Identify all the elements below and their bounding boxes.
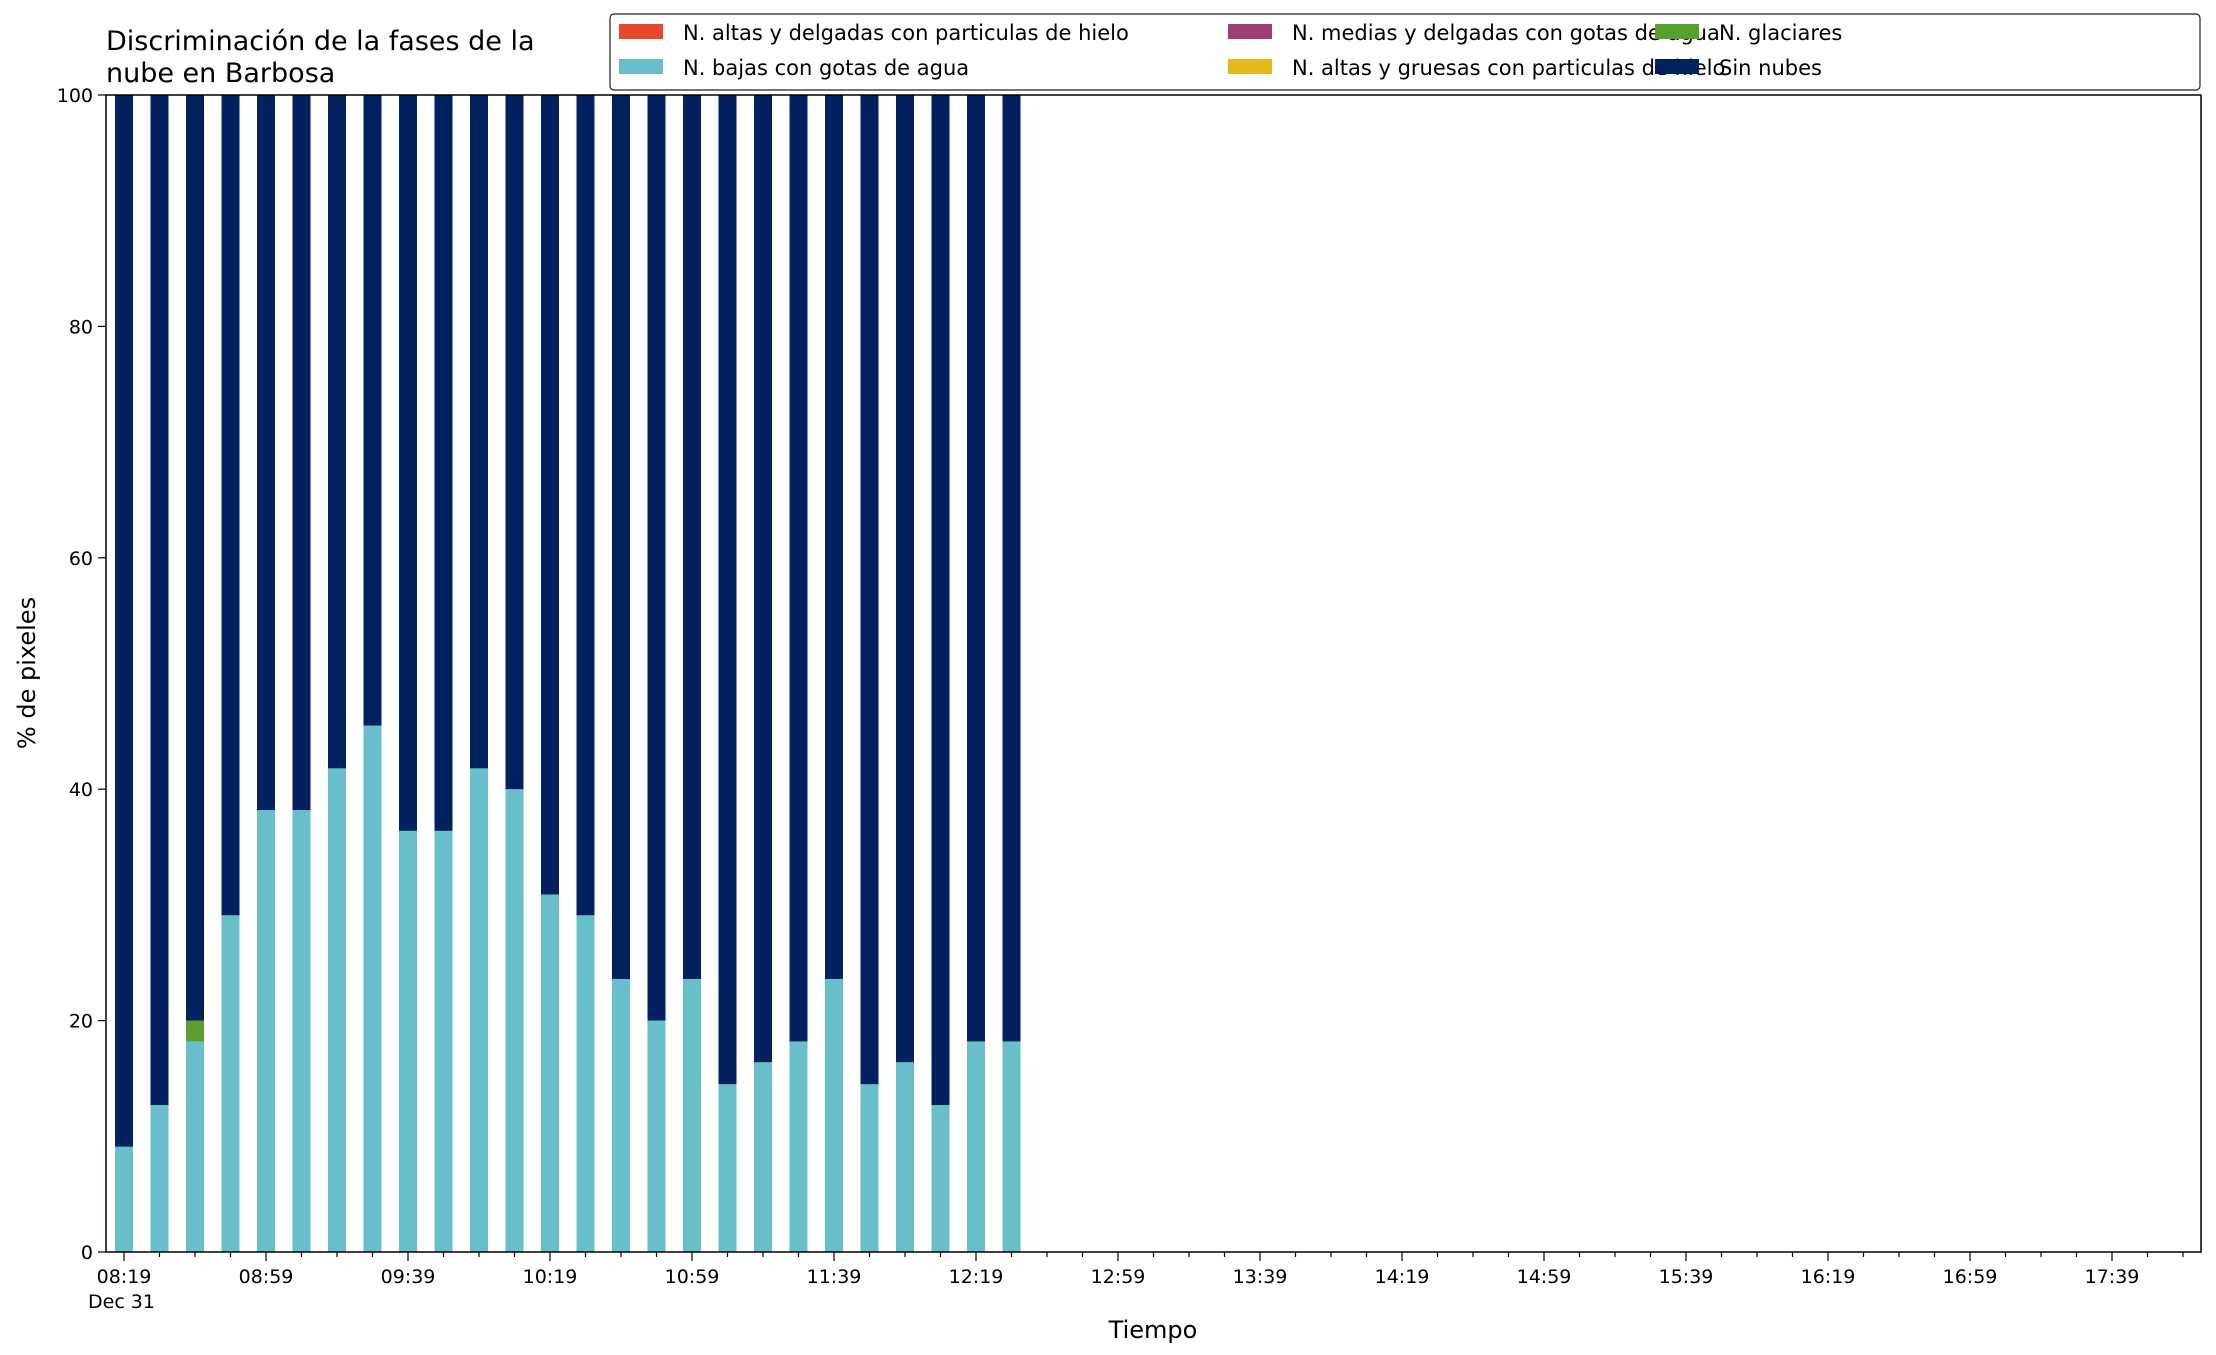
bar-segment [470, 768, 488, 1252]
bar-segment [150, 95, 169, 1106]
bar-segment [683, 95, 701, 979]
bar-segment [931, 1105, 950, 1252]
y-tick-label: 60 [69, 548, 93, 570]
bar-segment [399, 830, 417, 1252]
y-tick-label: 100 [57, 85, 93, 107]
x-tick-label: 09:39 [381, 1266, 436, 1288]
bar-segment [470, 95, 488, 769]
x-date-label: Dec 31 [88, 1291, 155, 1313]
x-tick-label: 14:59 [1517, 1266, 1572, 1288]
bar-segment [115, 95, 133, 1147]
x-tick-label: 10:19 [523, 1266, 578, 1288]
bar-segment [683, 978, 701, 1252]
bar-segment [221, 95, 240, 916]
bar-segment [541, 894, 559, 1252]
legend-frame [609, 13, 2201, 91]
bar-segment [860, 1084, 879, 1252]
legend-swatch [1655, 59, 1699, 74]
y-axis-ticks: 0 20 40 60 80 100 [57, 85, 106, 1264]
bar-segment [292, 95, 311, 811]
x-tick-label: 16:19 [1801, 1266, 1856, 1288]
x-tick-label: 08:19 [97, 1266, 152, 1288]
x-tick-label: 13:39 [1233, 1266, 1288, 1288]
legend-label: Sin nubes [1719, 56, 1822, 80]
x-tick-label: 12:19 [949, 1266, 1004, 1288]
x-tick-label: 10:59 [665, 1266, 720, 1288]
legend-label: N. glaciares [1719, 21, 1842, 45]
legend: N. altas y delgadas con particulas de hi… [609, 13, 2201, 91]
bar-segment [434, 95, 453, 831]
bar-segment [186, 1020, 204, 1042]
bar-segment [434, 830, 453, 1252]
x-tick-label: 08:59 [239, 1266, 294, 1288]
x-tick-label: 12:59 [1091, 1266, 1146, 1288]
bar-segment [967, 95, 985, 1042]
bar-segment [860, 95, 879, 1085]
bar-segment [221, 915, 240, 1252]
y-axis-label: % de pixeles [13, 597, 41, 749]
bar-segment [328, 95, 346, 769]
bar-segment [825, 978, 843, 1252]
bar-segment [328, 768, 346, 1252]
y-tick-label: 80 [69, 316, 93, 338]
bar-segment [257, 95, 275, 811]
bar-segment [505, 789, 524, 1252]
bar-segment [186, 1041, 204, 1252]
legend-label: N. bajas con gotas de agua [683, 56, 969, 80]
x-tick-label: 16:59 [1943, 1266, 1998, 1288]
x-tick-label: 11:39 [807, 1266, 862, 1288]
bar-segment [115, 1146, 133, 1252]
chart-title-line-1: Discriminación de la fases de la [106, 26, 535, 57]
bar-segment [612, 95, 630, 979]
bar-segment [363, 725, 382, 1252]
plot-frame [105, 94, 2202, 1253]
bar-segment [647, 95, 666, 1021]
bars-group [115, 95, 1021, 1252]
bar-segment [789, 95, 808, 1042]
bar-segment [1002, 95, 1021, 1042]
bar-segment [541, 95, 559, 895]
bar-segment [931, 95, 950, 1106]
legend-label: N. altas y gruesas con particulas de hie… [1292, 56, 1725, 80]
y-tick-label: 0 [81, 1242, 93, 1264]
x-tick-label: 14:19 [1375, 1266, 1430, 1288]
bar-segment [576, 95, 595, 916]
bar-segment [896, 1062, 914, 1252]
x-axis-label: Tiempo [1108, 1316, 1198, 1344]
bar-segment [718, 95, 737, 1085]
legend-swatch [1228, 59, 1272, 74]
bar-segment [257, 810, 275, 1252]
bar-segment [825, 95, 843, 979]
x-tick-label: 17:39 [2085, 1266, 2140, 1288]
bar-segment [363, 95, 382, 726]
legend-swatch [619, 59, 663, 74]
legend-swatch [1228, 24, 1272, 39]
bar-segment [292, 810, 311, 1252]
y-tick-label: 20 [69, 1011, 93, 1033]
x-tick-label: 15:39 [1659, 1266, 1714, 1288]
bar-segment [754, 1062, 772, 1252]
bar-segment [576, 915, 595, 1252]
legend-swatch [1655, 24, 1699, 39]
bar-segment [967, 1041, 985, 1252]
y-tick-label: 40 [69, 779, 93, 801]
legend-label: N. medias y delgadas con gotas de agua [1292, 21, 1720, 45]
bar-segment [186, 95, 204, 1021]
bar-segment [1002, 1041, 1021, 1252]
legend-swatch [619, 24, 663, 39]
bar-segment [505, 95, 524, 790]
chart-title-line-2: nube en Barbosa [106, 58, 335, 89]
legend-label: N. altas y delgadas con particulas de hi… [683, 21, 1129, 45]
x-axis-ticks: 08:19 08:59 09:39 10:19 10:59 11:39 12:19 12:59… [97, 1252, 2184, 1288]
bar-segment [718, 1084, 737, 1252]
bar-segment [150, 1105, 169, 1252]
bar-segment [896, 95, 914, 1063]
bar-segment [754, 95, 772, 1063]
bar-segment [789, 1041, 808, 1252]
bar-segment [647, 1020, 666, 1252]
bar-segment [399, 95, 417, 831]
bar-segment [612, 978, 630, 1252]
